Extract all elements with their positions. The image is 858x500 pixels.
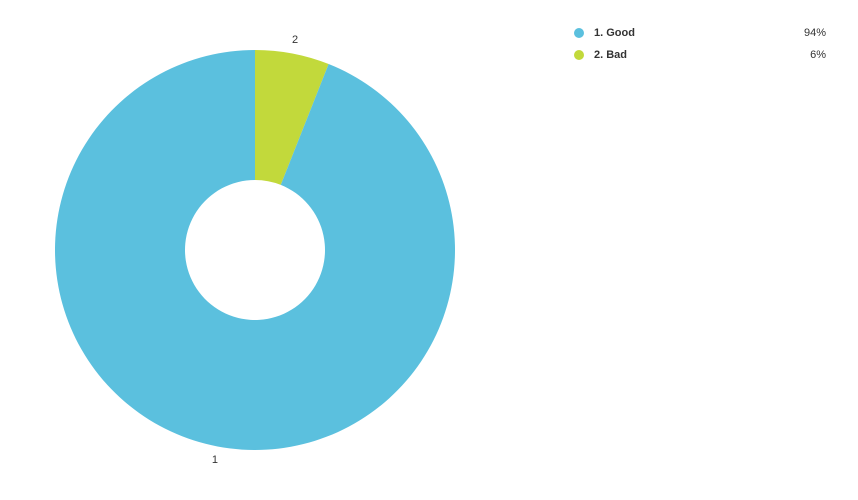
legend-label: 2. Bad [594, 49, 786, 61]
legend-swatch [574, 50, 584, 60]
legend-swatch [574, 28, 584, 38]
legend-item: 1. Good94% [574, 24, 826, 42]
legend-label: 1. Good [594, 27, 786, 39]
donut-slice-label-1: 1 [212, 454, 218, 466]
donut-slice-1 [55, 50, 455, 450]
donut-slice-label-2: 2 [292, 34, 298, 46]
legend: 1. Good94%2. Bad6% [574, 24, 826, 68]
legend-value: 94% [786, 27, 826, 39]
donut-chart: 21 [0, 0, 858, 500]
donut-chart-svg [0, 0, 858, 500]
legend-value: 6% [786, 49, 826, 61]
legend-item: 2. Bad6% [574, 46, 826, 64]
